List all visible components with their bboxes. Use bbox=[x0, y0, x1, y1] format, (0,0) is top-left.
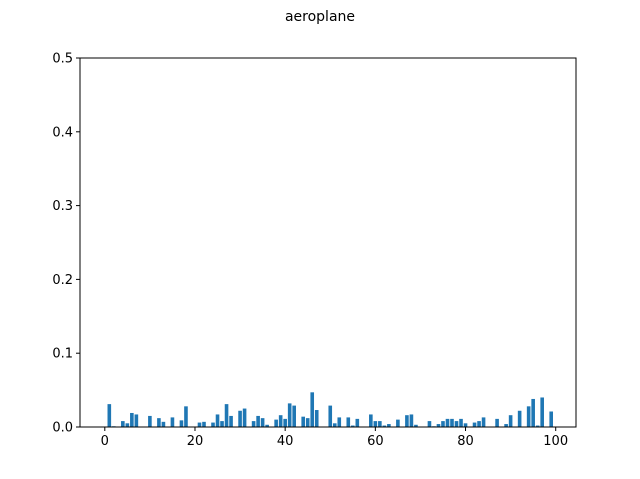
bar-31 bbox=[242, 408, 247, 427]
bar-72 bbox=[427, 421, 432, 427]
bar-39 bbox=[278, 415, 283, 427]
bar-56 bbox=[355, 418, 360, 427]
bar-44 bbox=[301, 416, 306, 427]
bar-92 bbox=[517, 410, 522, 427]
bar-77 bbox=[450, 418, 454, 427]
bar-21 bbox=[197, 422, 202, 427]
plot-frame bbox=[79, 57, 577, 428]
bar-80 bbox=[463, 423, 468, 427]
bar-13 bbox=[161, 421, 166, 427]
bar-82 bbox=[472, 422, 477, 427]
x-tick-label: 20 bbox=[187, 434, 204, 449]
bar-40 bbox=[283, 418, 287, 427]
bars-group bbox=[107, 392, 554, 427]
y-tick-label: 0.0 bbox=[52, 421, 73, 436]
y-tick-label: 0.2 bbox=[52, 273, 73, 288]
bar-30 bbox=[238, 410, 242, 427]
bar-69 bbox=[414, 424, 418, 427]
y-tick-label: 0.5 bbox=[52, 52, 73, 67]
bar-99 bbox=[549, 411, 554, 427]
bar-94 bbox=[526, 406, 531, 427]
bar-90 bbox=[508, 415, 513, 427]
x-tick-label: 60 bbox=[367, 434, 384, 449]
bar-55 bbox=[350, 425, 355, 427]
bar-51 bbox=[332, 423, 337, 427]
bar-52 bbox=[337, 417, 342, 427]
bar-26 bbox=[220, 421, 224, 427]
bar-67 bbox=[405, 415, 409, 427]
bar-68 bbox=[409, 414, 414, 427]
bar-60 bbox=[373, 421, 378, 427]
bar-74 bbox=[436, 424, 441, 427]
bar-89 bbox=[504, 424, 508, 427]
bar-83 bbox=[477, 421, 481, 427]
bar-84 bbox=[481, 417, 486, 427]
bar-41 bbox=[287, 403, 292, 427]
bar-50 bbox=[328, 405, 333, 427]
bar-38 bbox=[274, 419, 278, 427]
bar-22 bbox=[202, 421, 206, 427]
bar-63 bbox=[387, 424, 391, 427]
bar-76 bbox=[445, 418, 450, 427]
bar-46 bbox=[310, 392, 315, 427]
bar-87 bbox=[495, 418, 499, 427]
bar-6 bbox=[130, 412, 134, 427]
bar-10 bbox=[148, 415, 152, 427]
bar-28 bbox=[229, 415, 233, 427]
y-tick-label: 0.3 bbox=[52, 199, 73, 214]
bar-33 bbox=[251, 421, 256, 427]
bar-1 bbox=[107, 404, 112, 427]
chart-title: aeroplane bbox=[285, 9, 355, 25]
bar-97 bbox=[540, 397, 544, 427]
bar-78 bbox=[454, 421, 459, 427]
bar-95 bbox=[531, 398, 535, 427]
bar-96 bbox=[535, 425, 540, 427]
x-axis: 0 20 40 60 80 100 bbox=[101, 427, 568, 449]
bar-35 bbox=[260, 418, 265, 427]
bar-18 bbox=[184, 406, 188, 427]
bar-79 bbox=[459, 418, 463, 427]
bar-5 bbox=[125, 423, 130, 427]
bar-54 bbox=[346, 417, 351, 427]
bar-15 bbox=[170, 417, 175, 427]
bar-4 bbox=[121, 421, 125, 427]
bar-7 bbox=[134, 414, 139, 427]
bar-75 bbox=[441, 421, 445, 427]
bar-42 bbox=[292, 405, 296, 427]
bar-27 bbox=[224, 404, 229, 427]
x-tick-label: 0 bbox=[101, 434, 109, 449]
y-tick-label: 0.4 bbox=[52, 125, 73, 140]
bar-24 bbox=[211, 422, 215, 427]
bar-12 bbox=[157, 418, 161, 427]
x-tick-label: 100 bbox=[543, 434, 568, 449]
x-tick-label: 40 bbox=[277, 434, 294, 449]
bar-45 bbox=[305, 418, 310, 427]
bar-65 bbox=[396, 419, 400, 427]
bar-34 bbox=[256, 415, 260, 427]
y-axis: 0.0 0.1 0.2 0.3 0.4 0.5 bbox=[52, 52, 80, 436]
x-tick-label: 80 bbox=[457, 434, 474, 449]
bar-25 bbox=[215, 414, 220, 427]
bar-47 bbox=[314, 410, 319, 427]
bar-59 bbox=[369, 414, 373, 427]
bar-62 bbox=[382, 425, 387, 427]
bar-36 bbox=[265, 424, 269, 427]
bar-61 bbox=[378, 421, 382, 427]
y-tick-label: 0.1 bbox=[52, 347, 73, 362]
bar-17 bbox=[179, 420, 184, 427]
